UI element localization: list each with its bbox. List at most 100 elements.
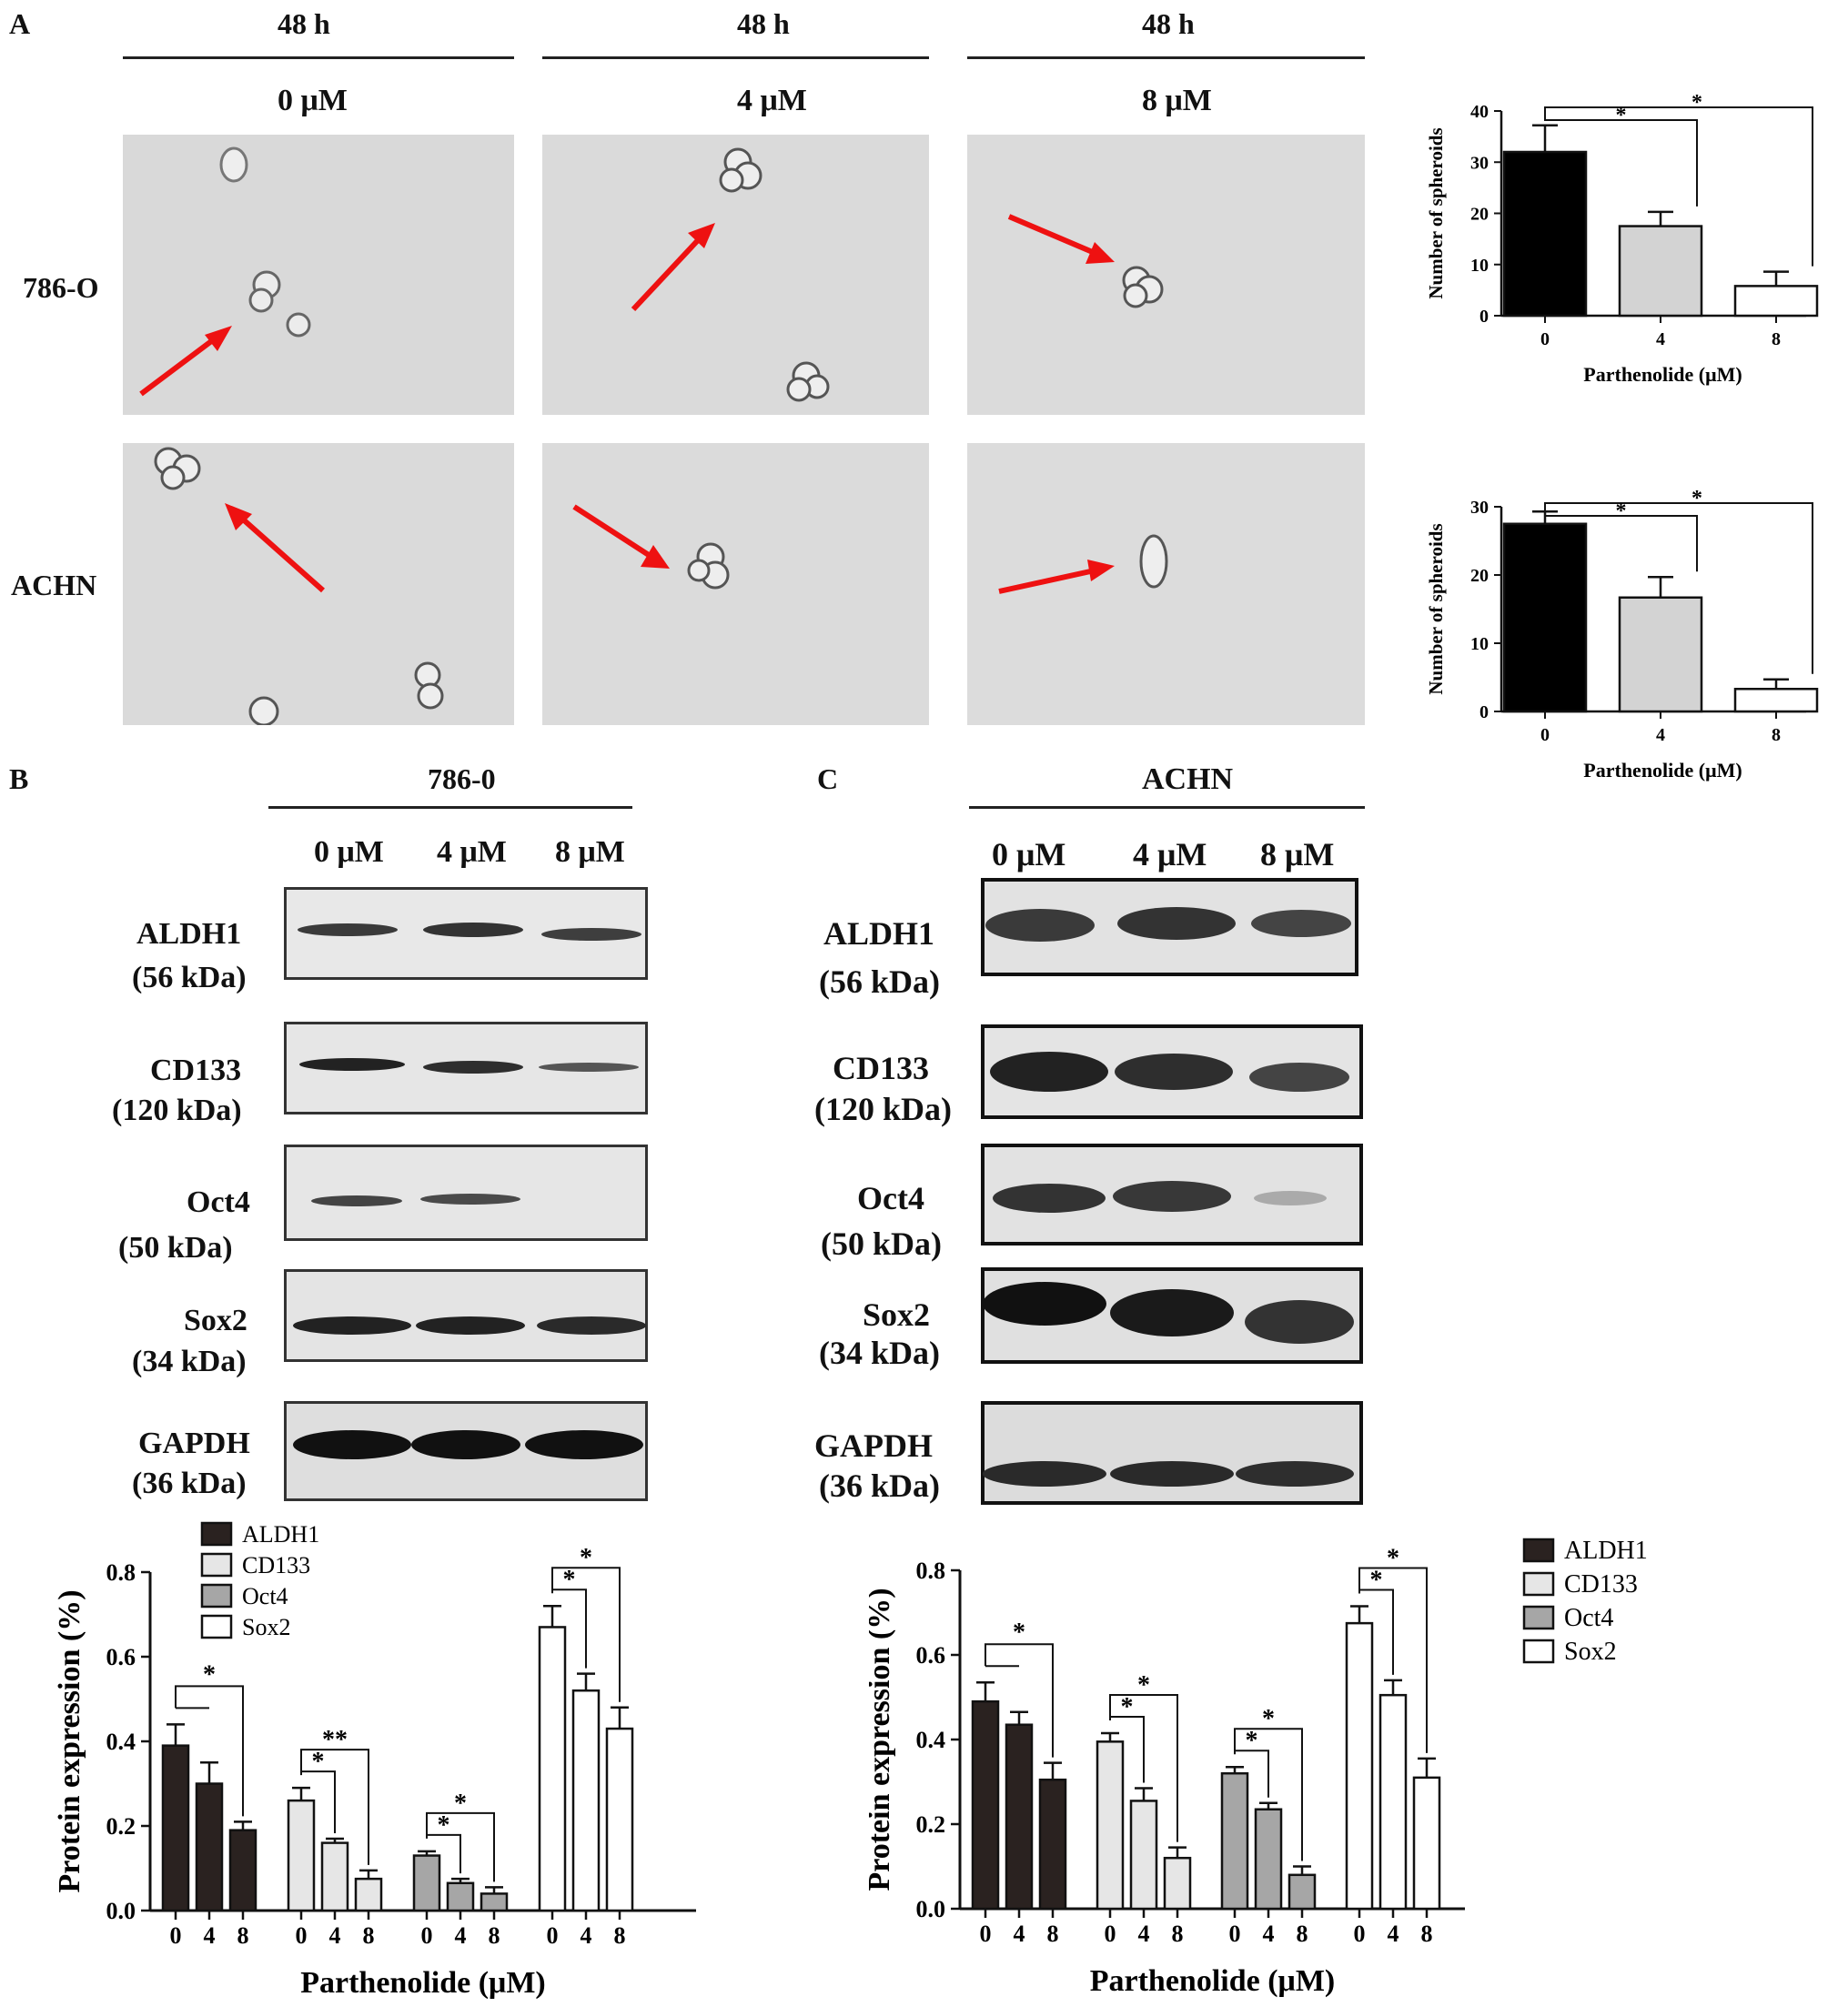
bar-CD133-8: [1163, 1856, 1192, 1911]
y-tick-label-1: 0.2: [916, 1811, 946, 1838]
y-tick-label-0: 0.0: [106, 1898, 136, 1924]
dose-label-b-1: 4 μM: [437, 835, 507, 869]
time-underline-1: [542, 56, 929, 59]
significance-bracket-1: [1544, 106, 1813, 267]
blot-weight-c-oct4: (50 kDa): [821, 1225, 942, 1262]
y-tick-label-2: 20: [1470, 566, 1489, 586]
x-axis-label: Parthenolide (μM): [1583, 363, 1742, 386]
bar-Oct4-0: [1220, 1771, 1249, 1911]
blot-name-b-sox2: Sox2: [184, 1304, 247, 1337]
x-tick-label-1: 4: [1656, 329, 1665, 349]
significance-bracket-CD133-0: [1109, 1716, 1145, 1783]
y-tick-label-4: 0.8: [916, 1558, 946, 1584]
significance-bracket-Sox2-0: [1358, 1588, 1394, 1675]
legend-label-CD133: CD133: [242, 1552, 310, 1578]
legend-label-Sox2: Sox2: [1564, 1638, 1617, 1666]
y-tick-label-0: 0: [1479, 702, 1489, 722]
bar-0: [1502, 150, 1588, 318]
bar-Oct4-0: [412, 1854, 441, 1912]
x-tick-label-CD133-1: 4: [1138, 1921, 1150, 1947]
micrograph-achn-4um: [542, 443, 929, 725]
x-axis-label: Parthenolide (μM): [300, 1966, 546, 2000]
bar-ALDH1-8: [1038, 1778, 1067, 1911]
time-underline-2: [967, 56, 1365, 59]
x-tick-label-Sox2-2: 8: [614, 1922, 626, 1949]
y-tick-label-1: 10: [1470, 634, 1489, 654]
x-axis-label: Parthenolide (μM): [1090, 1964, 1336, 1998]
significance-star-CD133-1: *: [1137, 1671, 1150, 1699]
time-underline-0: [123, 56, 514, 59]
bar-Oct4-8: [1288, 1873, 1317, 1911]
x-tick-label-Sox2-0: 0: [1354, 1921, 1366, 1947]
blot-weight-b-oct4: (50 kDa): [118, 1231, 233, 1265]
time-label-1: 48 h: [737, 7, 790, 40]
x-tick-label-Sox2-1: 4: [1388, 1921, 1399, 1947]
blot-weight-c-sox2: (34 kDa): [819, 1335, 940, 1371]
bar-Sox2-4: [571, 1689, 601, 1912]
y-axis-label: Protein expression (%): [869, 1588, 896, 1891]
spheroid-chart-786o: 0 10 20 30 40 0 4 8 * * Parthenolide (μM) Number of…: [1425, 91, 1819, 386]
significance-star-0: *: [1616, 104, 1627, 127]
bar-4: [1618, 596, 1703, 713]
significance-bracket-CD133-0: [300, 1770, 336, 1833]
blot-weight-b-cd133: (120 kDa): [112, 1094, 242, 1127]
significance-bracket-ALDH1-0: [175, 1685, 244, 1817]
bar-4: [1618, 225, 1703, 318]
significance-bracket-Oct4-1: [426, 1811, 495, 1882]
significance-bracket-Sox2-1: [551, 1567, 621, 1702]
x-tick-label-ALDH1-1: 4: [1014, 1921, 1025, 1947]
y-tick-label-1: 10: [1470, 256, 1489, 276]
bar-Oct4-8: [480, 1892, 509, 1912]
micrograph-786o-8um: [967, 135, 1365, 415]
blot-weight-c-gapdh: (36 kDa): [819, 1467, 940, 1504]
bar-Sox2-0: [1345, 1621, 1374, 1911]
bar-CD133-4: [320, 1841, 349, 1912]
blot-c-gapdh: [981, 1401, 1363, 1505]
legend-swatch-Sox2: [1522, 1639, 1555, 1664]
x-tick-label-ALDH1-1: 4: [204, 1922, 216, 1949]
dose-label-c-1: 4 μM: [1133, 836, 1207, 872]
blot-name-b-cd133: CD133: [150, 1054, 242, 1087]
significance-star-CD133-1: **: [322, 1726, 348, 1754]
x-tick-label-2: 8: [1772, 725, 1781, 745]
x-tick-label-1: 4: [1656, 725, 1665, 745]
legend-label-Oct4: Oct4: [242, 1583, 288, 1609]
x-tick-label-0: 0: [1540, 329, 1550, 349]
y-tick-label-3: 30: [1470, 498, 1489, 518]
legend-swatch-Oct4: [200, 1583, 233, 1609]
x-tick-label-Sox2-0: 0: [547, 1922, 559, 1949]
blot-name-c-cd133: CD133: [833, 1050, 929, 1086]
x-tick-label-CD133-2: 8: [1172, 1921, 1184, 1947]
significance-star-Oct4-1: *: [454, 1790, 467, 1818]
bar-Sox2-8: [605, 1727, 634, 1912]
significance-bracket-Sox2-0: [551, 1588, 587, 1669]
cell-line-b-underline: [268, 806, 632, 809]
significance-star-Oct4-1: *: [1262, 1705, 1275, 1733]
time-label-2: 48 h: [1142, 7, 1195, 40]
blot-name-b-aldh1: ALDH1: [136, 917, 242, 951]
x-tick-label-Oct4-1: 4: [1263, 1921, 1275, 1947]
x-tick-label-ALDH1-0: 0: [980, 1921, 992, 1947]
legend-swatch-ALDH1: [1522, 1538, 1555, 1563]
blot-c-cd133: [981, 1024, 1363, 1119]
significance-star-Sox2-0: *: [563, 1566, 576, 1594]
y-tick-label-1: 0.2: [106, 1813, 136, 1840]
time-label-0: 48 h: [278, 7, 330, 40]
row-label-786-o: 786-O: [23, 271, 99, 304]
blot-name-b-gapdh: GAPDH: [138, 1427, 250, 1460]
x-tick-label-Oct4-1: 4: [455, 1922, 467, 1949]
y-tick-label-0: 0.0: [916, 1896, 946, 1922]
significance-star-Oct4-0: *: [1246, 1727, 1258, 1755]
x-tick-label-ALDH1-0: 0: [170, 1922, 182, 1949]
x-tick-label-CD133-0: 0: [1105, 1921, 1116, 1947]
x-tick-label-ALDH1-2: 8: [237, 1922, 249, 1949]
dose-label-b-2: 8 μM: [555, 835, 625, 869]
bar-CD133-8: [354, 1877, 383, 1912]
dose-label-a-0: 0 μM: [278, 84, 348, 117]
blot-weight-b-sox2: (34 kDa): [132, 1345, 247, 1378]
significance-bracket-CD133-1: [300, 1749, 369, 1865]
x-tick-label-Oct4-2: 8: [1297, 1921, 1308, 1947]
significance-star-Sox2-1: *: [580, 1544, 592, 1572]
legend-label-Sox2: Sox2: [242, 1614, 290, 1640]
bar-Sox2-8: [1412, 1776, 1441, 1911]
